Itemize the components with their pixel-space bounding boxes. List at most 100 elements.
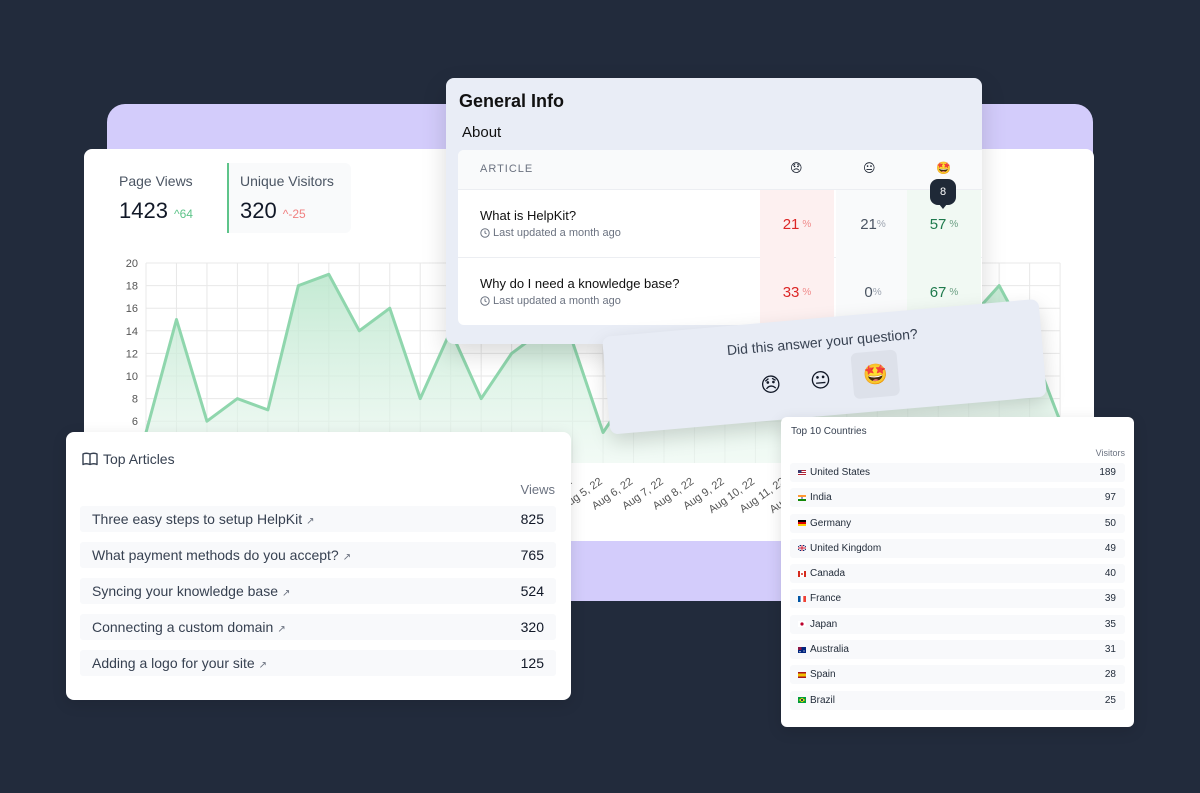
ratings-table: ARTICLE 😞 😐 🤩 What is HelpKit? Last upda… — [458, 150, 982, 325]
country-list-item[interactable]: Canada 40 — [790, 564, 1125, 584]
article-list-item[interactable]: Three easy steps to setup HelpKit ↗ 825 — [80, 506, 556, 532]
country-name: Australia — [810, 644, 849, 656]
article-list-item[interactable]: What payment methods do you accept? ↗ 765 — [80, 542, 556, 568]
country-list-item[interactable]: Germany 50 — [790, 513, 1125, 533]
country-name: Brazil — [810, 694, 836, 706]
country-list-item[interactable]: Australia 31 — [790, 640, 1125, 660]
top-countries-card: Top 10 Countries Visitors United States … — [781, 417, 1134, 727]
country-list-item[interactable]: India 97 — [790, 488, 1125, 508]
country-visitors: 39 — [1104, 593, 1116, 605]
country-name: United Kingdom — [810, 542, 882, 554]
svg-text:6: 6 — [132, 416, 138, 428]
flag-gb-icon — [798, 545, 806, 552]
stat-delta-down: ^-25 — [282, 207, 306, 221]
about-heading: About — [462, 124, 502, 141]
views-column-header: Views — [520, 482, 555, 497]
country-list-item[interactable]: United Kingdom 49 — [790, 538, 1125, 558]
negative-percent: 33 — [782, 283, 800, 301]
disappointed-emoji-button[interactable]: 😞 — [759, 373, 783, 397]
neutral-emoji-button[interactable]: 😐 — [809, 368, 832, 393]
percent-sign: % — [876, 218, 886, 230]
percent-sign: % — [802, 286, 812, 298]
country-list-item[interactable]: United States 189 — [790, 463, 1125, 482]
country-name: Germany — [810, 517, 852, 529]
country-name: India — [810, 492, 832, 504]
neutral-percent: 0 — [864, 283, 873, 301]
article-title[interactable]: What is HelpKit? — [480, 208, 577, 223]
stat-page-views[interactable]: Page Views 1423 ^64 — [107, 163, 205, 233]
flag-ca-icon — [798, 570, 806, 577]
positive-percent: 67 — [929, 283, 947, 301]
country-list-item[interactable]: Brazil 25 — [790, 690, 1125, 710]
neutral-rating-cell: 21% — [836, 190, 910, 258]
positive-percent: 57 — [929, 215, 947, 233]
top-articles-header: Top Articles — [82, 451, 175, 467]
clock-icon — [480, 296, 490, 306]
star-struck-emoji-button[interactable]: 🤩 — [850, 349, 901, 400]
flag-us-icon — [798, 469, 806, 476]
external-link-icon: ↗ — [277, 624, 286, 635]
country-name: Canada — [810, 568, 846, 580]
svg-text:8: 8 — [132, 394, 138, 406]
country-visitors: 28 — [1104, 669, 1116, 681]
article-views: 765 — [520, 547, 544, 563]
top-articles-list: Three easy steps to setup HelpKit ↗ 825 Wh… — [80, 506, 556, 686]
country-visitors: 35 — [1104, 618, 1116, 630]
svg-text:12: 12 — [126, 348, 138, 360]
article-title[interactable]: Why do I need a knowledge base? — [480, 276, 680, 291]
article-title: What payment methods do you accept? — [92, 547, 339, 563]
negative-percent: 21 — [782, 215, 800, 233]
country-visitors: 97 — [1104, 492, 1116, 504]
stat-value: 1423 — [119, 198, 168, 223]
visitors-column-header: Visitors — [1095, 448, 1125, 458]
article-list-item[interactable]: Connecting a custom domain ↗ 320 — [80, 614, 556, 640]
stat-unique-visitors[interactable]: Unique Visitors 320 ^-25 — [227, 163, 351, 233]
external-link-icon: ↗ — [306, 516, 315, 527]
article-title: Three easy steps to setup HelpKit — [92, 511, 303, 527]
top-articles-title: Top Articles — [103, 451, 175, 467]
article-link[interactable]: Three easy steps to setup HelpKit ↗ — [92, 511, 315, 527]
article-title: Adding a logo for your site — [92, 655, 255, 671]
article-link[interactable]: Syncing your knowledge base ↗ — [92, 583, 290, 599]
country-list-item[interactable]: Spain 28 — [790, 665, 1125, 685]
table-header: ARTICLE 😞 😐 🤩 — [458, 150, 982, 190]
top-countries-title: Top 10 Countries — [791, 426, 867, 437]
country-visitors: 189 — [1099, 467, 1116, 478]
flag-au-icon — [798, 646, 806, 653]
article-link[interactable]: Adding a logo for your site ↗ — [92, 655, 267, 671]
general-info-title: General Info — [459, 91, 565, 111]
flag-jp-icon — [798, 621, 806, 628]
country-visitors: 40 — [1104, 568, 1116, 580]
country-visitors: 31 — [1104, 644, 1116, 656]
article-views: 125 — [520, 655, 544, 671]
svg-text:18: 18 — [126, 281, 138, 293]
country-name: Japan — [810, 618, 838, 630]
article-link[interactable]: Connecting a custom domain ↗ — [92, 619, 286, 635]
article-list-item[interactable]: Adding a logo for your site ↗ 125 — [80, 650, 556, 676]
percent-sign: % — [949, 286, 959, 298]
percent-sign: % — [949, 218, 959, 230]
svg-text:20: 20 — [126, 258, 138, 270]
country-name: France — [810, 593, 842, 605]
stat-delta-up: ^64 — [173, 207, 193, 221]
percent-sign: % — [872, 286, 882, 298]
stat-value: 320 — [240, 198, 277, 223]
country-list-item[interactable]: France 39 — [790, 589, 1125, 609]
country-visitors: 50 — [1104, 517, 1116, 529]
last-updated: Last updated a month ago — [480, 295, 621, 307]
article-list-item[interactable]: Syncing your knowledge base ↗ 524 — [80, 578, 556, 604]
table-row[interactable]: What is HelpKit? Last updated a month ag… — [458, 190, 982, 258]
article-link[interactable]: What payment methods do you accept? ↗ — [92, 547, 351, 563]
last-updated-text: Last updated a month ago — [493, 295, 621, 307]
country-visitors: 25 — [1104, 694, 1116, 706]
column-header-article: ARTICLE — [480, 163, 534, 175]
clock-icon — [480, 228, 490, 238]
article-views: 524 — [520, 583, 544, 599]
article-title: Syncing your knowledge base — [92, 583, 279, 599]
article-views: 320 — [520, 619, 544, 635]
flag-fr-icon — [798, 595, 806, 602]
country-list-item[interactable]: Japan 35 — [790, 614, 1125, 634]
svg-text:14: 14 — [126, 326, 138, 338]
external-link-icon: ↗ — [258, 660, 268, 671]
general-info-card: General Info About ARTICLE 😞 😐 🤩 What is… — [446, 78, 982, 344]
